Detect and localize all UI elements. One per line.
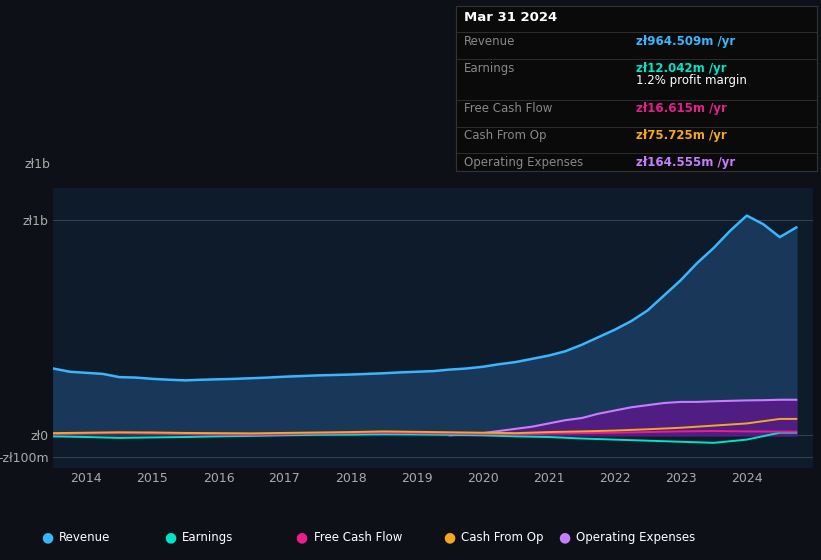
Text: Operating Expenses: Operating Expenses	[464, 156, 583, 169]
Text: ●: ●	[164, 531, 177, 544]
Text: zł1b: zł1b	[25, 158, 51, 171]
Text: zł16.615m /yr: zł16.615m /yr	[636, 102, 727, 115]
Text: Revenue: Revenue	[464, 35, 516, 48]
Text: Free Cash Flow: Free Cash Flow	[464, 102, 553, 115]
Text: zł12.042m /yr: zł12.042m /yr	[636, 62, 727, 74]
Text: Cash From Op: Cash From Op	[464, 129, 546, 142]
Text: Free Cash Flow: Free Cash Flow	[314, 531, 402, 544]
Text: 1.2% profit margin: 1.2% profit margin	[636, 74, 747, 87]
Text: zł75.725m /yr: zł75.725m /yr	[636, 129, 727, 142]
Text: Cash From Op: Cash From Op	[461, 531, 544, 544]
Text: ●: ●	[558, 531, 571, 544]
Text: Operating Expenses: Operating Expenses	[576, 531, 695, 544]
Text: zł164.555m /yr: zł164.555m /yr	[636, 156, 736, 169]
Text: zł964.509m /yr: zł964.509m /yr	[636, 35, 736, 48]
Text: Revenue: Revenue	[59, 531, 111, 544]
Text: Mar 31 2024: Mar 31 2024	[464, 11, 557, 24]
Text: Earnings: Earnings	[182, 531, 234, 544]
Text: ●: ●	[443, 531, 456, 544]
Text: Earnings: Earnings	[464, 62, 516, 74]
Text: ●: ●	[296, 531, 308, 544]
Text: ●: ●	[41, 531, 53, 544]
